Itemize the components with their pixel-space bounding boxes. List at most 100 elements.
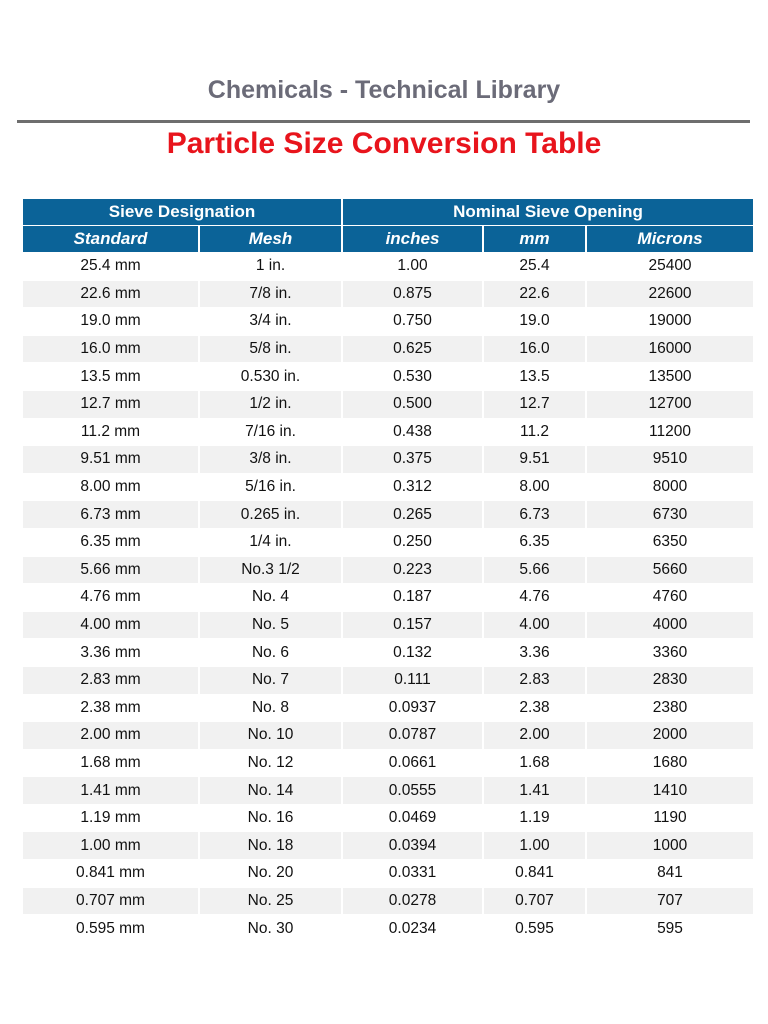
cell-standard: 1.19 mm bbox=[80, 809, 141, 827]
cell-inches: 0.0787 bbox=[343, 722, 482, 749]
cell-mm: 4.00 bbox=[484, 611, 585, 639]
cell-mm: 5.66 bbox=[484, 556, 585, 584]
cell-standard: 1.68 mm bbox=[80, 753, 141, 771]
cell-mesh: No. 8 bbox=[251, 698, 290, 716]
cell-mesh: 5/8 in. bbox=[200, 335, 341, 363]
cell-microns: 22600 bbox=[587, 280, 754, 308]
table-row: 25.4 mm 1 in. 1.00 25.4 25400 bbox=[23, 253, 753, 280]
cell-mm: 0.595 bbox=[515, 919, 554, 937]
cell-mm: 9.51 bbox=[484, 446, 585, 473]
cell-mesh: No. 16 bbox=[247, 809, 294, 827]
cell-mesh: No. 12 bbox=[247, 753, 294, 771]
table-row: 6.35 mm 1/4 in. 0.250 6.35 6350 bbox=[23, 529, 753, 556]
cell-standard: 4.76 mm bbox=[80, 588, 141, 606]
cell-inches: 0.223 bbox=[343, 556, 482, 584]
cell-standard: 25.4 mm bbox=[80, 257, 141, 275]
cell-inches: 0.500 bbox=[343, 390, 482, 418]
cell-microns: 4760 bbox=[652, 588, 688, 606]
cell-inches: 0.375 bbox=[343, 446, 482, 473]
cell-microns: 595 bbox=[657, 919, 683, 937]
library-title: Chemicals - Technical Library bbox=[207, 76, 561, 104]
cell-mesh: 0.530 in. bbox=[240, 367, 301, 385]
cell-standard: 8.00 mm bbox=[80, 478, 141, 496]
cell-mesh: 1 in. bbox=[255, 257, 286, 275]
cell-microns: 6350 bbox=[652, 533, 688, 551]
group-header-sieve-designation: Sieve Designation bbox=[23, 199, 341, 225]
cell-mm: 16.0 bbox=[484, 335, 585, 363]
cell-microns: 5660 bbox=[587, 556, 754, 584]
table-body: 25.4 mm 1 in. 1.00 25.4 25400 22.6 mm 7/8 in. 0… bbox=[23, 253, 754, 942]
cell-microns: 1410 bbox=[587, 777, 754, 804]
cell-mm: 12.7 bbox=[484, 390, 585, 418]
cell-mesh: No.3 1/2 bbox=[200, 556, 341, 584]
cell-mesh: No. 10 bbox=[200, 722, 341, 749]
cell-inches: 0.111 bbox=[343, 666, 482, 694]
cell-mesh: 1/4 in. bbox=[249, 533, 292, 551]
table-row: 3.36 mm No. 6 0.132 3.36 3360 bbox=[23, 639, 753, 666]
cell-microns: 25400 bbox=[648, 257, 692, 275]
cell-mm: 1.41 bbox=[484, 777, 585, 804]
cell-mesh: 7/8 in. bbox=[200, 280, 341, 308]
cell-mesh: No. 20 bbox=[247, 864, 294, 882]
cell-standard: 3.36 mm bbox=[80, 643, 141, 661]
cell-standard: 2.00 mm bbox=[23, 722, 198, 749]
cell-mm: 22.6 bbox=[484, 280, 585, 308]
cell-inches: 0.530 bbox=[393, 367, 432, 385]
cell-mm: 19.0 bbox=[519, 312, 550, 330]
cell-mesh: 0.265 in. bbox=[200, 501, 341, 528]
table-row: 1.41 mm No. 14 0.0555 1.41 1410 bbox=[23, 777, 754, 804]
table-row: 0.841 mm No. 20 0.0331 0.841 841 bbox=[23, 860, 753, 887]
table-row: 0.707 mm No. 25 0.0278 0.707 707 bbox=[23, 887, 754, 915]
cell-inches: 0.625 bbox=[343, 335, 482, 363]
column-header-mesh: Mesh bbox=[200, 226, 341, 252]
table-row: 12.7 mm 1/2 in. 0.500 12.7 12700 bbox=[23, 390, 754, 418]
cell-inches: 0.250 bbox=[393, 533, 432, 551]
cell-mesh: No. 30 bbox=[247, 919, 294, 937]
table-row: 9.51 mm 3/8 in. 0.375 9.51 9510 bbox=[23, 446, 754, 473]
column-header-inches: inches bbox=[343, 226, 482, 252]
cell-inches: 0.0661 bbox=[388, 753, 437, 771]
cell-standard: 2.38 mm bbox=[80, 698, 141, 716]
cell-standard: 11.2 mm bbox=[80, 422, 141, 440]
cell-inches: 0.0394 bbox=[343, 832, 482, 860]
column-header-mm: mm bbox=[484, 226, 585, 252]
cell-mesh: No. 25 bbox=[200, 887, 341, 915]
cell-microns: 1680 bbox=[652, 753, 688, 771]
cell-mm: 8.00 bbox=[519, 478, 550, 496]
cell-standard: 5.66 mm bbox=[23, 556, 198, 584]
cell-microns: 1000 bbox=[587, 832, 754, 860]
table-row: 2.00 mm No. 10 0.0787 2.00 2000 bbox=[23, 722, 754, 749]
page-title: Particle Size Conversion Table bbox=[166, 127, 602, 160]
cell-microns: 6730 bbox=[587, 501, 754, 528]
table-row: 4.00 mm No. 5 0.157 4.00 4000 bbox=[23, 611, 754, 639]
table-row: 1.68 mm No. 12 0.0661 1.68 1680 bbox=[23, 750, 753, 777]
table-row: 4.76 mm No. 4 0.187 4.76 4760 bbox=[23, 584, 753, 611]
column-header-standard: Standard bbox=[23, 226, 198, 252]
cell-microns: 3360 bbox=[652, 643, 688, 661]
cell-standard: 0.707 mm bbox=[23, 887, 198, 915]
cell-mm: 1.00 bbox=[484, 832, 585, 860]
cell-mm: 2.38 bbox=[519, 698, 550, 716]
table-row: 22.6 mm 7/8 in. 0.875 22.6 22600 bbox=[23, 280, 754, 308]
cell-mm: 2.83 bbox=[484, 666, 585, 694]
cell-mm: 6.73 bbox=[484, 501, 585, 528]
table-row: 1.00 mm No. 18 0.0394 1.00 1000 bbox=[23, 832, 754, 860]
cell-microns: 1190 bbox=[653, 809, 687, 827]
cell-mesh: No. 5 bbox=[200, 611, 341, 639]
table-row: 0.595 mm No. 30 0.0234 0.595 595 bbox=[23, 915, 753, 942]
cell-inches: 0.132 bbox=[393, 643, 432, 661]
cell-standard: 4.00 mm bbox=[23, 611, 198, 639]
cell-standard: 1.41 mm bbox=[23, 777, 198, 804]
cell-standard: 1.00 mm bbox=[23, 832, 198, 860]
table-row: 1.19 mm No. 16 0.0469 1.19 1190 bbox=[23, 805, 753, 832]
cell-microns: 13500 bbox=[648, 367, 692, 385]
cell-standard: 12.7 mm bbox=[23, 390, 198, 418]
table-row: 11.2 mm 7/16 in. 0.438 11.2 11200 bbox=[23, 419, 753, 446]
cell-standard: 6.35 mm bbox=[80, 533, 141, 551]
cell-mesh: No. 6 bbox=[251, 643, 290, 661]
cell-microns: 2830 bbox=[587, 666, 754, 694]
cell-inches: 0.438 bbox=[393, 422, 432, 440]
cell-mm: 25.4 bbox=[519, 257, 550, 275]
cell-mesh: No. 7 bbox=[200, 666, 341, 694]
cell-microns: 12700 bbox=[587, 390, 754, 418]
